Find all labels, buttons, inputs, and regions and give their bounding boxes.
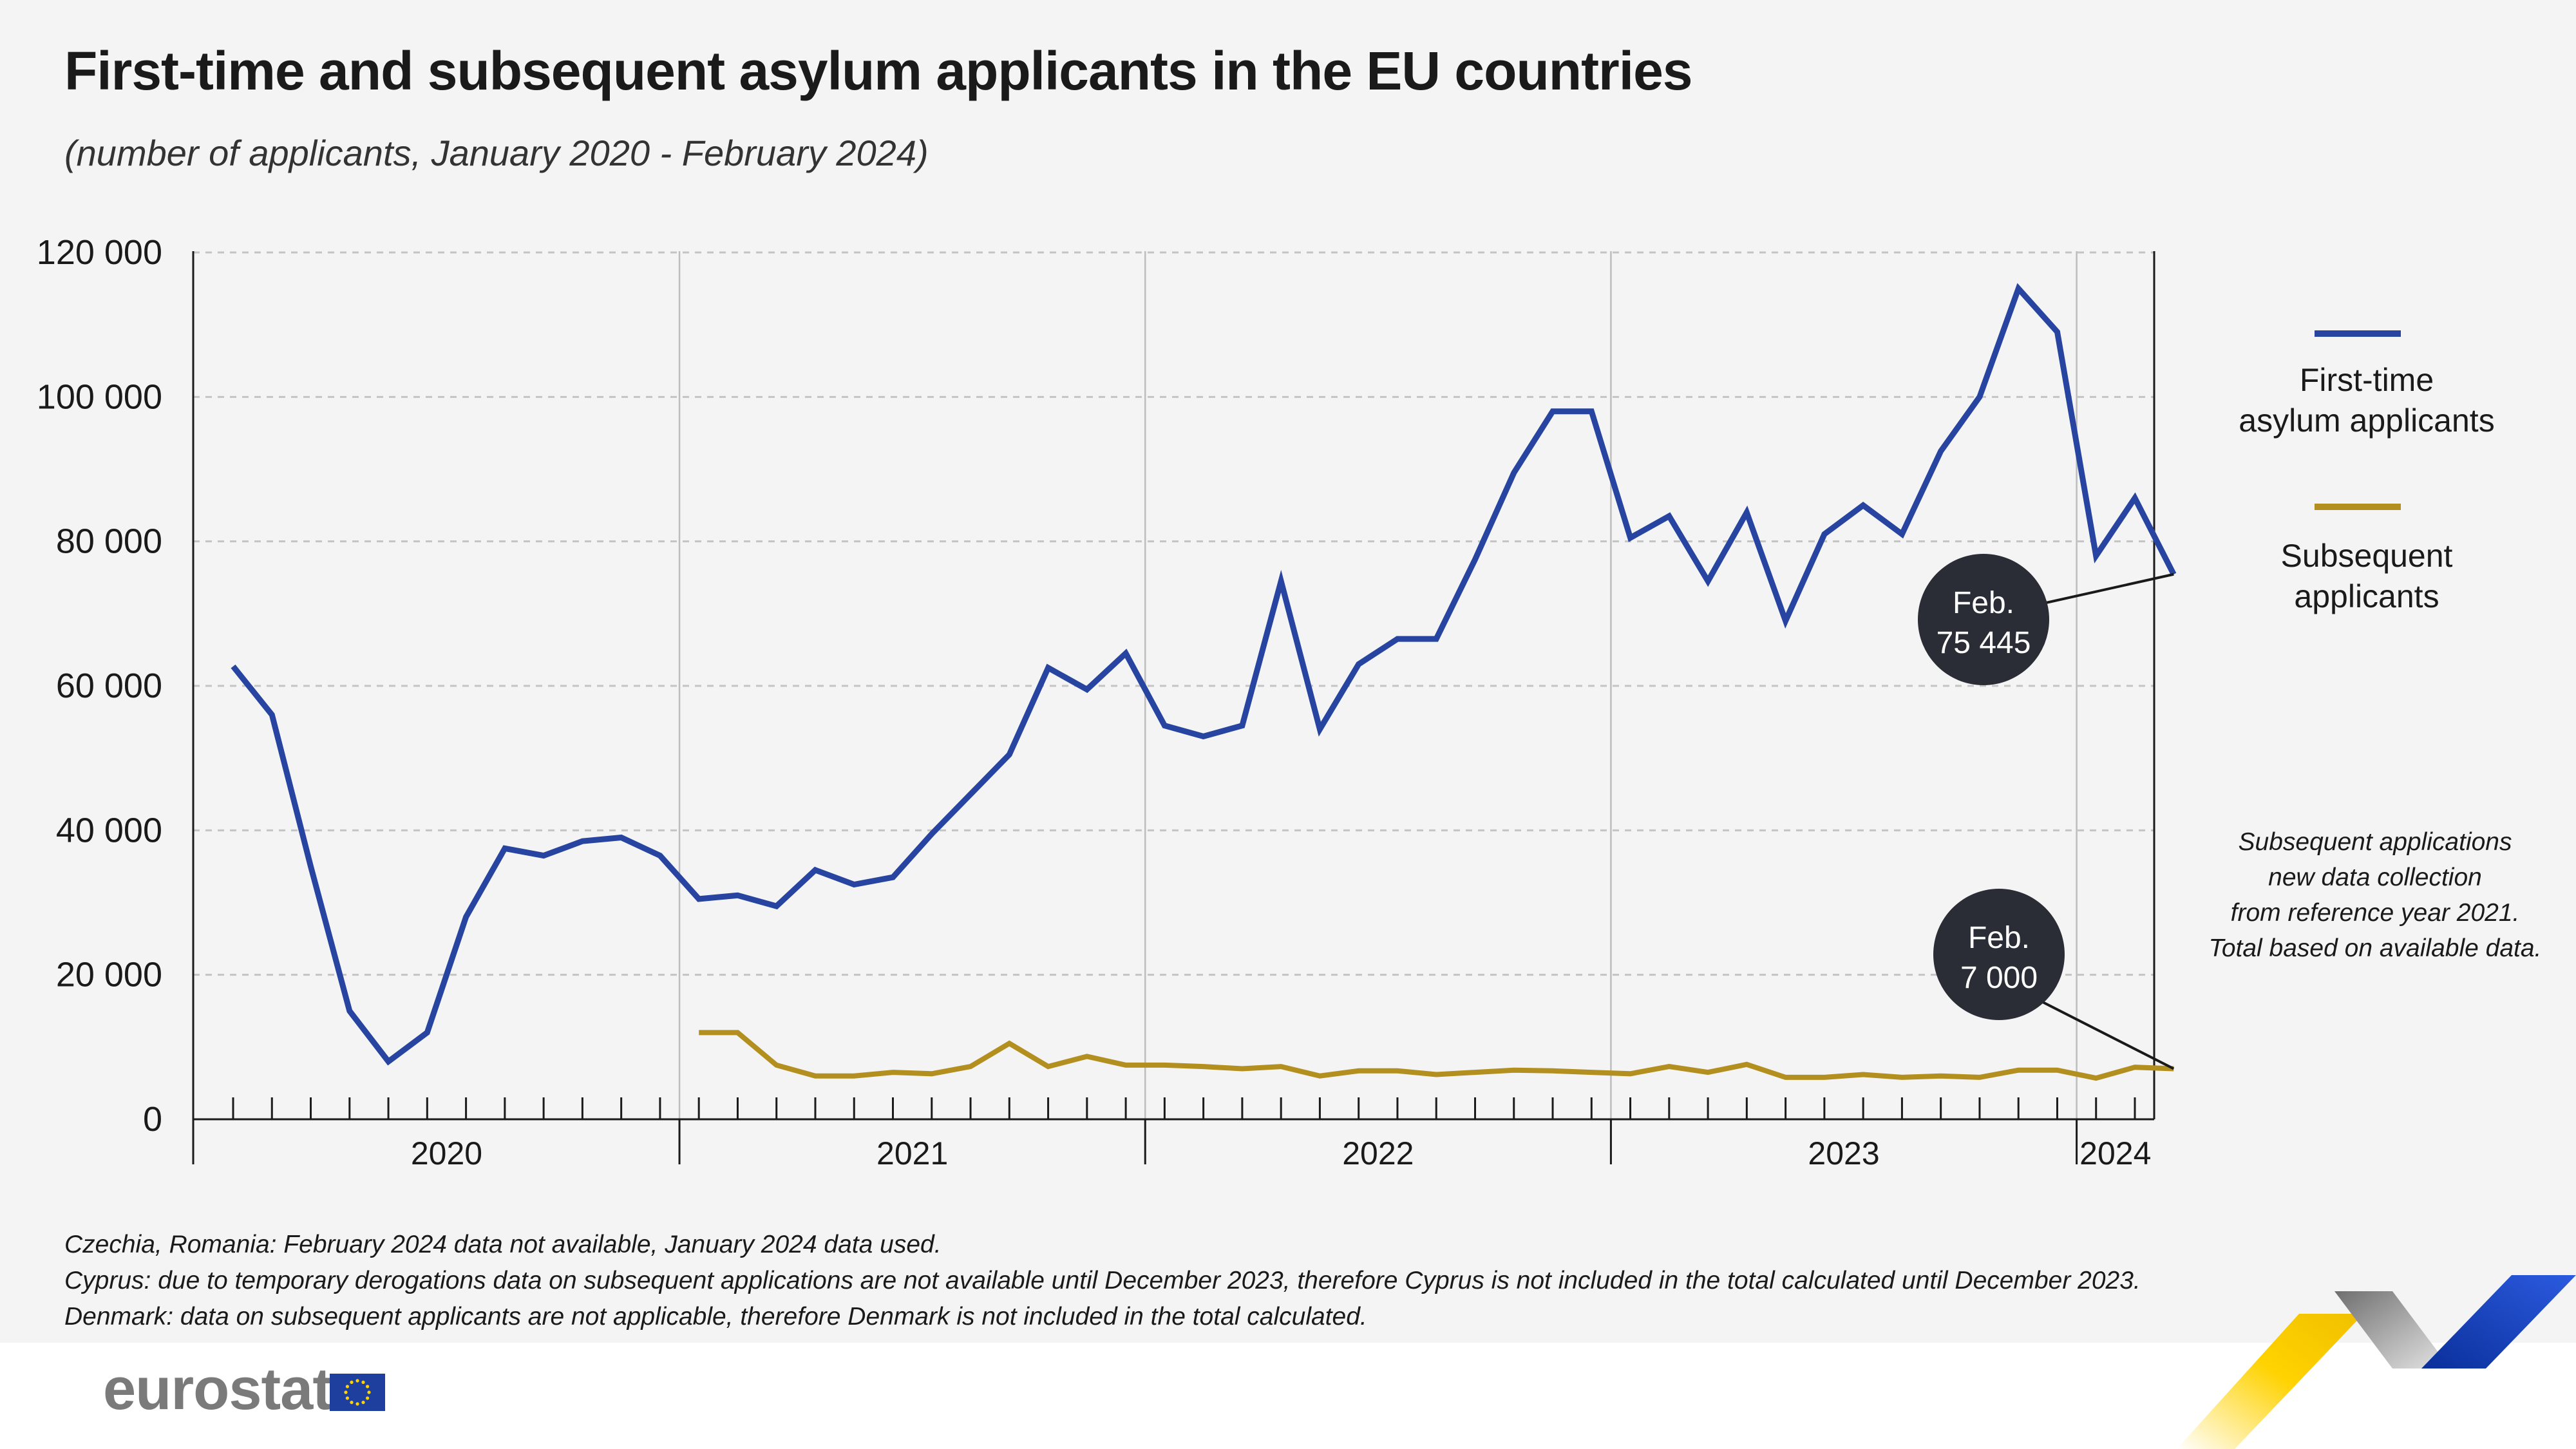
flag-star [355, 1402, 359, 1406]
footnote-czechia-romania: Czechia, Romania: February 2024 data not… [64, 1231, 942, 1258]
y-tick-label: 100 000 [37, 377, 162, 416]
footnote-denmark: Denmark: data on subsequent applicants a… [64, 1303, 1367, 1331]
y-tick-label: 0 [143, 1100, 162, 1139]
eu-flag-icon [330, 1374, 385, 1411]
chart-note-line: Subsequent applications [2239, 828, 2512, 856]
chart-note: Subsequent applications new data collecti… [2209, 828, 2542, 962]
footer-band [0, 1343, 2576, 1449]
y-tick-label: 40 000 [56, 811, 162, 849]
footnotes: Czechia, Romania: February 2024 data not… [64, 1227, 2190, 1335]
flag-star [345, 1385, 349, 1388]
legend-label-first-time: asylum applicants [2239, 402, 2494, 439]
decorative-ribbon-graphic [2177, 1275, 2576, 1449]
flag-star [355, 1379, 359, 1383]
flag-star [344, 1390, 348, 1394]
flag-star [366, 1396, 370, 1400]
series-line-first-time [231, 283, 2177, 1066]
annotation-value: 7 000 [1960, 961, 2038, 995]
annotation-leader-line [2037, 998, 2175, 1070]
annotation-label: Feb. [1953, 586, 2014, 620]
flag-star [345, 1396, 349, 1400]
x-year-label: 2021 [876, 1135, 948, 1171]
chart-legend: First-time asylum applicants Subsequent app… [2239, 330, 2495, 614]
x-year-label: 2023 [1808, 1135, 1879, 1171]
annotation-bubble [1933, 889, 2065, 1020]
flag-star [350, 1380, 354, 1384]
x-year-label: 2024 [2079, 1135, 2151, 1171]
y-axis: 0 20 000 40 000 60 000 80 000 100 000 120 000 [37, 233, 162, 1139]
flag-star [366, 1385, 370, 1388]
line-chart: 2020 2021 2022 2023 2024 0 20 000 40 000 60 000… [37, 233, 2542, 1171]
x-year-label: 2022 [1342, 1135, 1414, 1171]
legend-label-subsequent: applicants [2294, 578, 2439, 614]
y-tick-label: 60 000 [56, 667, 162, 705]
annotation-bubble [1918, 554, 2049, 685]
legend-label-subsequent: Subsequent [2281, 538, 2453, 574]
flag-star [361, 1380, 365, 1384]
x-year-label: 2020 [411, 1135, 482, 1171]
x-axis: 2020 2021 2022 2023 2024 [192, 251, 2155, 1171]
flag-star [367, 1390, 371, 1394]
chart-note-line: Total based on available data. [2209, 934, 2542, 962]
chart-note-line: new data collection [2268, 864, 2482, 891]
annotation-label: Feb. [1968, 921, 2030, 955]
annotation-leader-line [2028, 573, 2174, 608]
y-tick-label: 120 000 [37, 233, 162, 272]
chart-note-line: from reference year 2021. [2231, 899, 2520, 927]
flag-star [361, 1401, 365, 1405]
chart-annotations: Feb. 75 445 Feb. 7 000 [1918, 554, 2175, 1070]
chart-subtitle: (number of applicants, January 2020 - Fe… [64, 133, 929, 173]
y-tick-label: 20 000 [56, 956, 162, 994]
series-lines [231, 283, 2177, 1081]
chart-title: First-time and subsequent asylum applica… [64, 41, 1693, 101]
annotation-value: 75 445 [1937, 626, 2031, 660]
series-line-subsequent [699, 1030, 2174, 1081]
footnote-cyprus: Cyprus: due to temporary derogations dat… [64, 1267, 2141, 1294]
eurostat-logo[interactable]: eurostat [103, 1356, 332, 1422]
y-tick-label: 80 000 [56, 522, 162, 561]
chart-gridlines [193, 251, 2154, 1119]
flag-star [350, 1401, 354, 1405]
legend-label-first-time: First-time [2300, 362, 2434, 398]
